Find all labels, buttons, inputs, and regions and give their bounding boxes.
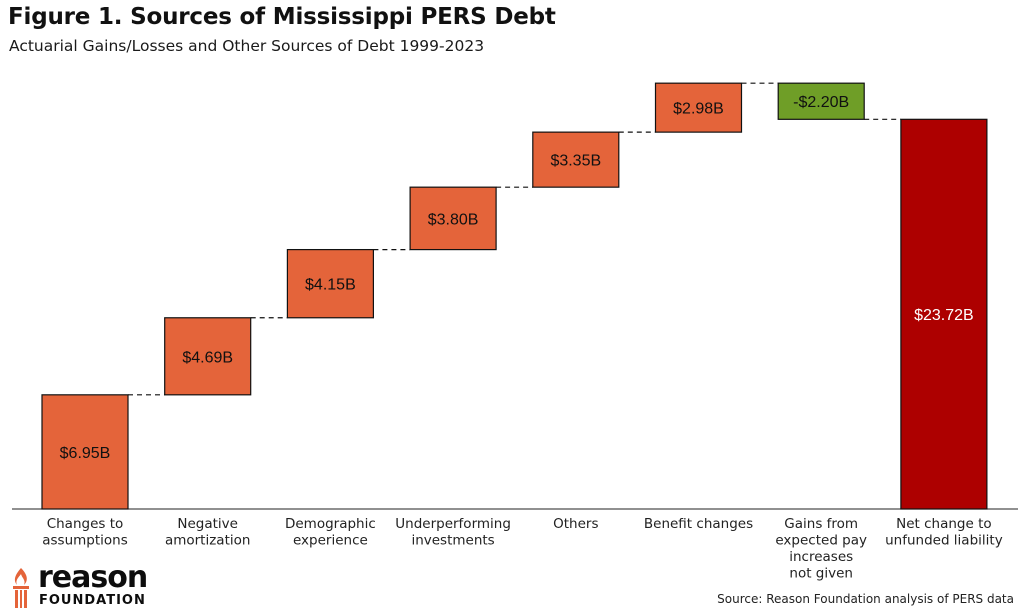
torch-icon [13, 568, 29, 608]
category-label-line: Changes to [47, 516, 124, 532]
category-label-line: Others [553, 516, 598, 532]
logo-wordmark: reason [38, 560, 148, 595]
bar-value-label-2: $4.15B [305, 277, 356, 294]
bar-3 [409, 186, 497, 251]
category-label-line: Negative [177, 516, 238, 532]
bar-6 [777, 82, 865, 120]
category-label-line: Gains from [784, 516, 858, 532]
bar-2 [286, 248, 374, 319]
bar-4 [532, 131, 620, 188]
category-label-line: investments [411, 533, 494, 549]
bar-value-label-7: $23.72B [914, 307, 974, 324]
category-label-4: Others [553, 516, 598, 532]
category-label-0: Changes to assumptions [42, 516, 128, 549]
bar-value-label-5: $2.98B [673, 101, 724, 118]
category-label-2: Demographic experience [285, 516, 376, 549]
category-label-6: Gains from expected pay increases not given [775, 516, 867, 582]
category-label-1: Negative amortization [165, 516, 251, 549]
source-note: Source: Reason Foundation analysis of PE… [717, 592, 1014, 606]
bar-value-label-4: $3.35B [550, 153, 601, 170]
reason-foundation-logo: reason FOUNDATION [6, 562, 156, 610]
category-label-7: Net change to unfunded liability [885, 516, 1003, 549]
category-label-line: Underperforming [395, 516, 511, 532]
chart-title: Figure 1. Sources of Mississippi PERS De… [8, 4, 556, 30]
category-label-line: assumptions [42, 533, 128, 549]
bar-7 [900, 118, 988, 510]
category-label-line: Net change to [896, 516, 992, 532]
bar-value-label-6: -$2.20B [793, 94, 849, 111]
category-label-line: expected pay [775, 533, 867, 549]
category-label-line: Demographic [285, 516, 376, 532]
category-label-line: increases [789, 549, 853, 565]
category-label-line: Benefit changes [644, 516, 753, 532]
bar-5 [654, 82, 743, 133]
category-label-line: amortization [165, 533, 251, 549]
bar-1 [164, 317, 252, 396]
bar-value-label-0: $6.95B [60, 445, 111, 462]
bar-value-label-3: $3.80B [428, 211, 479, 228]
chart-subtitle: Actuarial Gains/Losses and Other Sources… [9, 37, 485, 55]
category-label-line: not given [789, 566, 853, 582]
category-label-5: Benefit changes [644, 516, 753, 532]
bar-value-label-1: $4.69B [182, 349, 233, 366]
bar-0 [41, 394, 129, 510]
category-label-line: experience [293, 533, 368, 549]
logo-subtitle: FOUNDATION [39, 593, 146, 608]
category-label-3: Underperforming investments [395, 516, 511, 549]
category-label-line: unfunded liability [885, 533, 1003, 549]
